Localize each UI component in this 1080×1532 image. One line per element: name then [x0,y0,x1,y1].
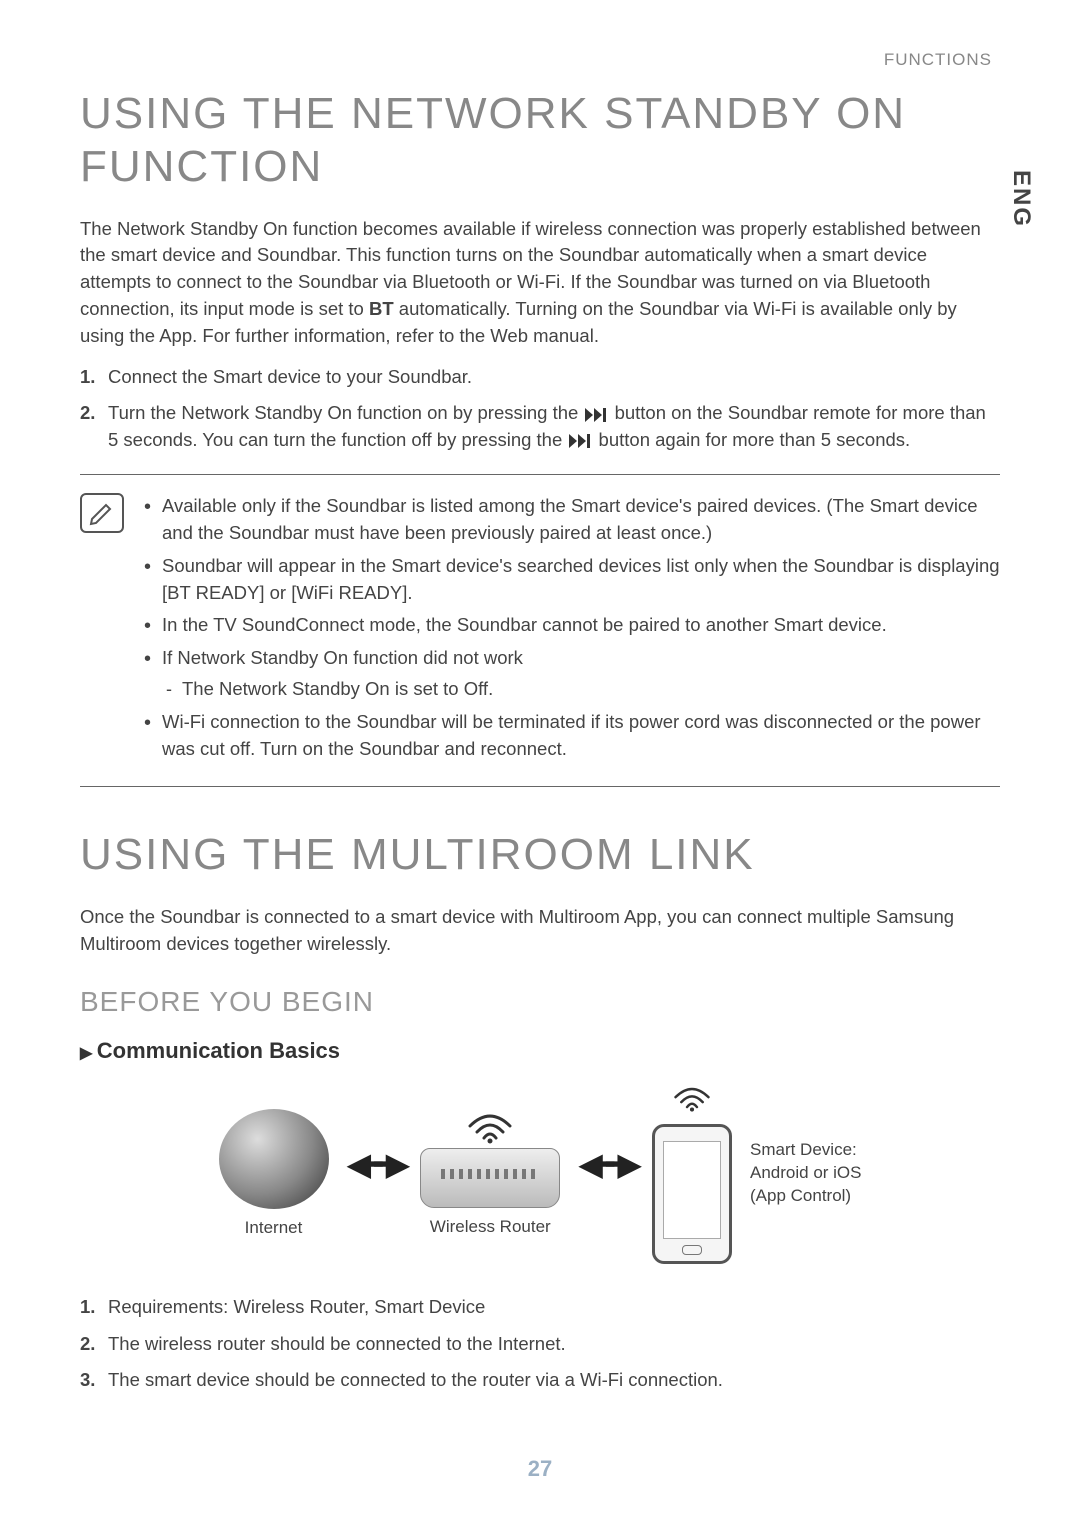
section2-subsub: Communication Basics [80,1038,1000,1064]
list-item: Soundbar will appear in the Smart device… [142,553,1000,607]
list-item: Wi-Fi connection to the Soundbar will be… [142,709,1000,763]
pencil-note-icon [80,493,124,533]
diagram-internet: Internet [219,1109,329,1239]
section2-title: USING THE MULTIROOM LINK [80,829,1000,882]
fast-forward-icon [569,434,591,448]
note4-text: If Network Standby On function did not w… [162,647,523,668]
list-item: Turn the Network Standby On function on … [80,400,1000,454]
section1-steps: Connect the Smart device to your Soundba… [80,364,1000,454]
communication-diagram: Internet ◀━━▶ Wireless Router ◀━━▶ Smart… [80,1084,1000,1264]
fast-forward-icon [585,408,607,422]
internet-label: Internet [245,1217,303,1239]
intro-bold: BT [369,298,394,319]
device-label: Smart Device:Android or iOS(App Control) [750,1139,862,1208]
wifi-icon [465,1110,515,1144]
list-item: The wireless router should be connected … [80,1331,1000,1358]
list-item: Available only if the Soundbar is listed… [142,493,1000,547]
smartphone-icon [652,1124,732,1264]
globe-icon [219,1109,329,1209]
bidirectional-arrow-icon: ◀━━▶ [347,1145,403,1183]
section2-subheading: BEFORE YOU BEGIN [80,986,1000,1018]
router-label: Wireless Router [430,1216,551,1238]
diagram-phone [652,1084,732,1264]
list-item: If Network Standby On function did not w… [142,645,1000,703]
list-item: Requirements: Wireless Router, Smart Dev… [80,1294,1000,1321]
step2-p1: Turn the Network Standby On function on … [108,402,583,423]
bidirectional-arrow-icon: ◀━━▶ [578,1145,634,1183]
list-item: In the TV SoundConnect mode, the Soundba… [142,612,1000,639]
section2-intro: Once the Soundbar is connected to a smar… [80,904,1000,958]
note-content: Available only if the Soundbar is listed… [142,493,1000,768]
language-tab: ENG [1007,170,1035,228]
router-icon [420,1148,560,1208]
note-box: Available only if the Soundbar is listed… [80,474,1000,787]
section1-intro: The Network Standby On function becomes … [80,216,1000,350]
list-item: Connect the Smart device to your Soundba… [80,364,1000,391]
wifi-icon [670,1084,714,1112]
list-item: The Network Standby On is set to Off. [162,676,1000,703]
section2-steps: Requirements: Wireless Router, Smart Dev… [80,1294,1000,1394]
step2-p3: button again for more than 5 seconds. [593,429,910,450]
section-label: FUNCTIONS [80,50,1000,70]
list-item: The smart device should be connected to … [80,1367,1000,1394]
section1-title: USING THE NETWORK STANDBY ON FUNCTION [80,88,1000,194]
page-number: 27 [0,1456,1080,1482]
diagram-router: Wireless Router [420,1110,560,1238]
